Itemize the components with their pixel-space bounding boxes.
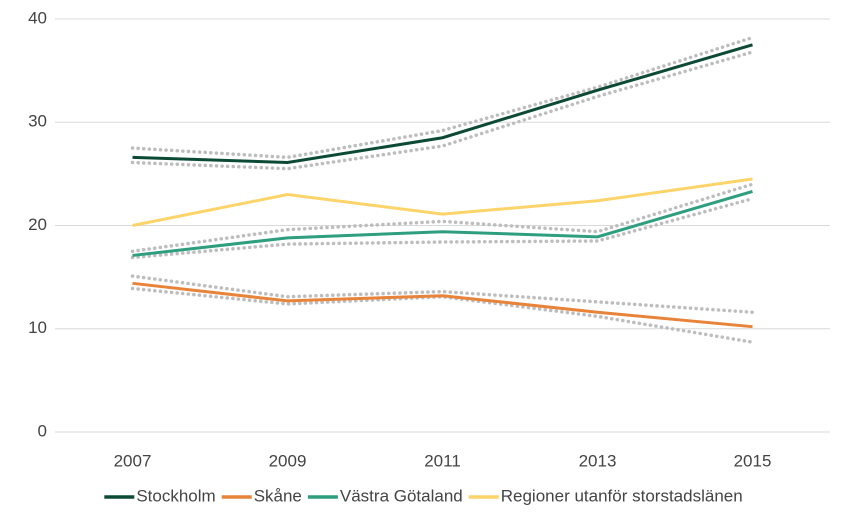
legend-label: Stockholm bbox=[136, 486, 215, 505]
band-line bbox=[130, 182, 755, 254]
x-tick-label: 2009 bbox=[269, 451, 307, 470]
series-line bbox=[132, 189, 753, 257]
y-tick-label: 40 bbox=[28, 8, 47, 27]
series-line bbox=[132, 281, 753, 329]
band-line bbox=[130, 35, 755, 160]
legend-label: Västra Götaland bbox=[340, 486, 463, 505]
band-line bbox=[130, 50, 755, 171]
band-line bbox=[130, 196, 755, 260]
band-line bbox=[130, 286, 755, 344]
legend-label: Regioner utanför storstadslänen bbox=[501, 486, 743, 505]
x-tick-label: 2015 bbox=[734, 451, 772, 470]
y-tick-label: 20 bbox=[28, 215, 47, 234]
legend-label: Skåne bbox=[254, 486, 302, 505]
x-tick-label: 2013 bbox=[579, 451, 617, 470]
series-line bbox=[132, 43, 753, 165]
y-tick-label: 30 bbox=[28, 112, 47, 131]
x-tick-label: 2007 bbox=[114, 451, 152, 470]
y-tick-label: 0 bbox=[38, 421, 47, 440]
series-line bbox=[132, 177, 753, 227]
y-tick-label: 10 bbox=[28, 318, 47, 337]
x-tick-label: 2011 bbox=[424, 451, 461, 470]
